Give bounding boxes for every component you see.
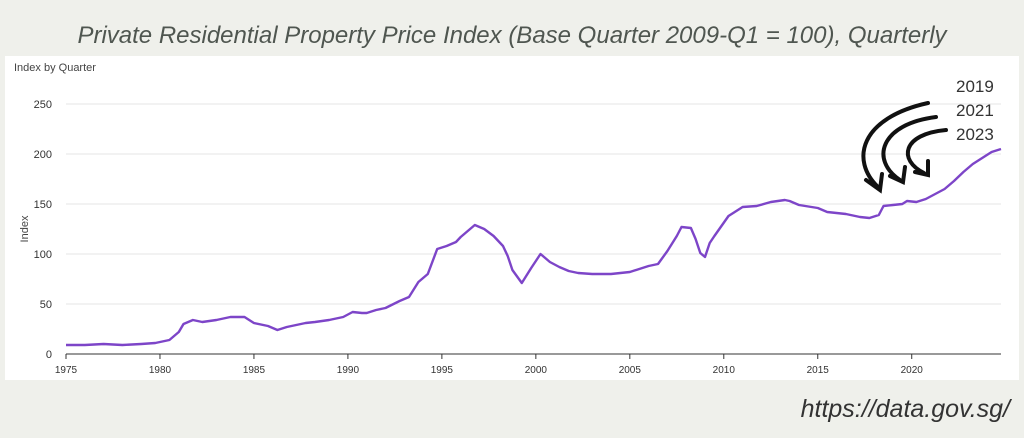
x-tick-label: 1995 bbox=[431, 365, 454, 376]
annotation-2023: 2023 bbox=[956, 125, 994, 144]
y-tick-label: 250 bbox=[34, 99, 52, 111]
annotation-2019: 2019 bbox=[956, 77, 994, 96]
arrow-2021-icon bbox=[881, 115, 938, 182]
x-tick-label: 2005 bbox=[619, 365, 642, 376]
y-tick-label: 150 bbox=[34, 199, 52, 211]
x-tick-label: 2010 bbox=[713, 365, 736, 376]
x-axis-ticks: 1975 1980 1985 1990 1995 2000 2005 2010 2015 2020 bbox=[55, 354, 923, 376]
chart-subtitle: Index by Quarter bbox=[14, 62, 96, 74]
x-tick-label: 2020 bbox=[901, 365, 924, 376]
arrowhead-2023-icon bbox=[913, 159, 930, 178]
gridlines bbox=[66, 103, 1001, 305]
series-line bbox=[66, 147, 1002, 347]
x-tick-label: 1980 bbox=[149, 365, 172, 376]
y-tick-label: 100 bbox=[34, 249, 52, 261]
arrow-2019-icon bbox=[861, 101, 930, 189]
x-tick-label: 2000 bbox=[525, 365, 548, 376]
chart-panel bbox=[5, 56, 1019, 380]
y-tick-label: 50 bbox=[40, 299, 52, 311]
x-tick-label: 2015 bbox=[807, 365, 830, 376]
chart-title: Private Residential Property Price Index… bbox=[77, 22, 947, 49]
source-url: https://data.gov.sg/ bbox=[800, 395, 1010, 423]
x-tick-label: 1975 bbox=[55, 365, 78, 376]
y-axis-ticks: 0 50 100 150 200 250 bbox=[34, 99, 52, 361]
x-tick-label: 1985 bbox=[243, 365, 266, 376]
y-axis-label: Index bbox=[19, 215, 31, 242]
annotation-arrows bbox=[861, 101, 948, 194]
y-tick-label: 200 bbox=[34, 149, 52, 161]
arrowhead-2021-icon bbox=[888, 165, 907, 185]
x-tick-label: 1990 bbox=[337, 365, 360, 376]
arrow-2023-icon bbox=[905, 128, 948, 175]
annotation-2021: 2021 bbox=[956, 101, 994, 120]
y-tick-label: 0 bbox=[46, 349, 52, 361]
arrowhead-2019-icon bbox=[864, 172, 884, 194]
